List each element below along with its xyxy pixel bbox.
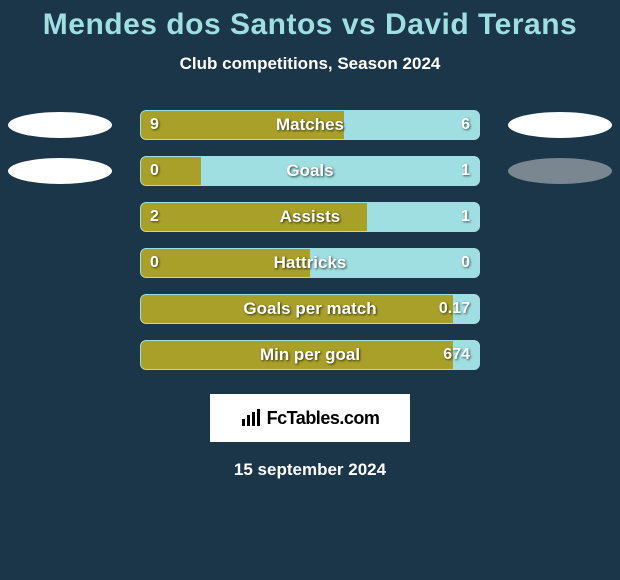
player2-value: 0 — [461, 254, 470, 272]
player1-value: 0 — [150, 254, 159, 272]
player2-value: 6 — [461, 116, 470, 134]
stat-label: Min per goal — [260, 345, 360, 365]
player2-fill — [344, 110, 480, 140]
subtitle: Club competitions, Season 2024 — [0, 54, 620, 74]
stat-bar: 9 6 Matches — [140, 110, 480, 140]
player1-ellipse — [8, 112, 112, 138]
stat-label: Matches — [276, 115, 344, 135]
player1-value: 2 — [150, 208, 159, 226]
player2-value: 1 — [461, 162, 470, 180]
footer-logo: FcTables.com — [210, 394, 410, 442]
stat-row: 674 Min per goal — [0, 332, 620, 378]
stat-row: 9 6 Matches — [0, 102, 620, 148]
stat-bar: 0.17 Goals per match — [140, 294, 480, 324]
stat-bar: 0 1 Goals — [140, 156, 480, 186]
stat-row: 2 1 Assists — [0, 194, 620, 240]
stat-bar: 0 0 Hattricks — [140, 248, 480, 278]
stat-label: Goals per match — [243, 299, 376, 319]
player2-value: 674 — [443, 346, 470, 364]
player2-ellipse — [508, 112, 612, 138]
player2-ellipse — [508, 158, 612, 184]
player1-value: 9 — [150, 116, 159, 134]
player1-ellipse — [8, 158, 112, 184]
player2-value: 0.17 — [439, 300, 470, 318]
stat-row: 0 0 Hattricks — [0, 240, 620, 286]
footer-brand-text: FcTables.com — [267, 408, 380, 429]
chart-icon — [241, 409, 263, 427]
player1-value: 0 — [150, 162, 159, 180]
stat-label: Assists — [280, 207, 340, 227]
stat-row: 0.17 Goals per match — [0, 286, 620, 332]
stat-label: Hattricks — [274, 253, 347, 273]
stat-bar: 2 1 Assists — [140, 202, 480, 232]
stats-area: 9 6 Matches 0 1 Goals 2 1 Assists 0 0 Hattricks 0.17… — [0, 102, 620, 378]
player2-value: 1 — [461, 208, 470, 226]
page-title: Mendes dos Santos vs David Terans — [0, 8, 620, 42]
comparison-infographic: Mendes dos Santos vs David Terans Club c… — [0, 0, 620, 580]
stat-label: Goals — [286, 161, 333, 181]
stat-row: 0 1 Goals — [0, 148, 620, 194]
date-text: 15 september 2024 — [0, 460, 620, 480]
player2-fill — [201, 156, 480, 186]
stat-bar: 674 Min per goal — [140, 340, 480, 370]
